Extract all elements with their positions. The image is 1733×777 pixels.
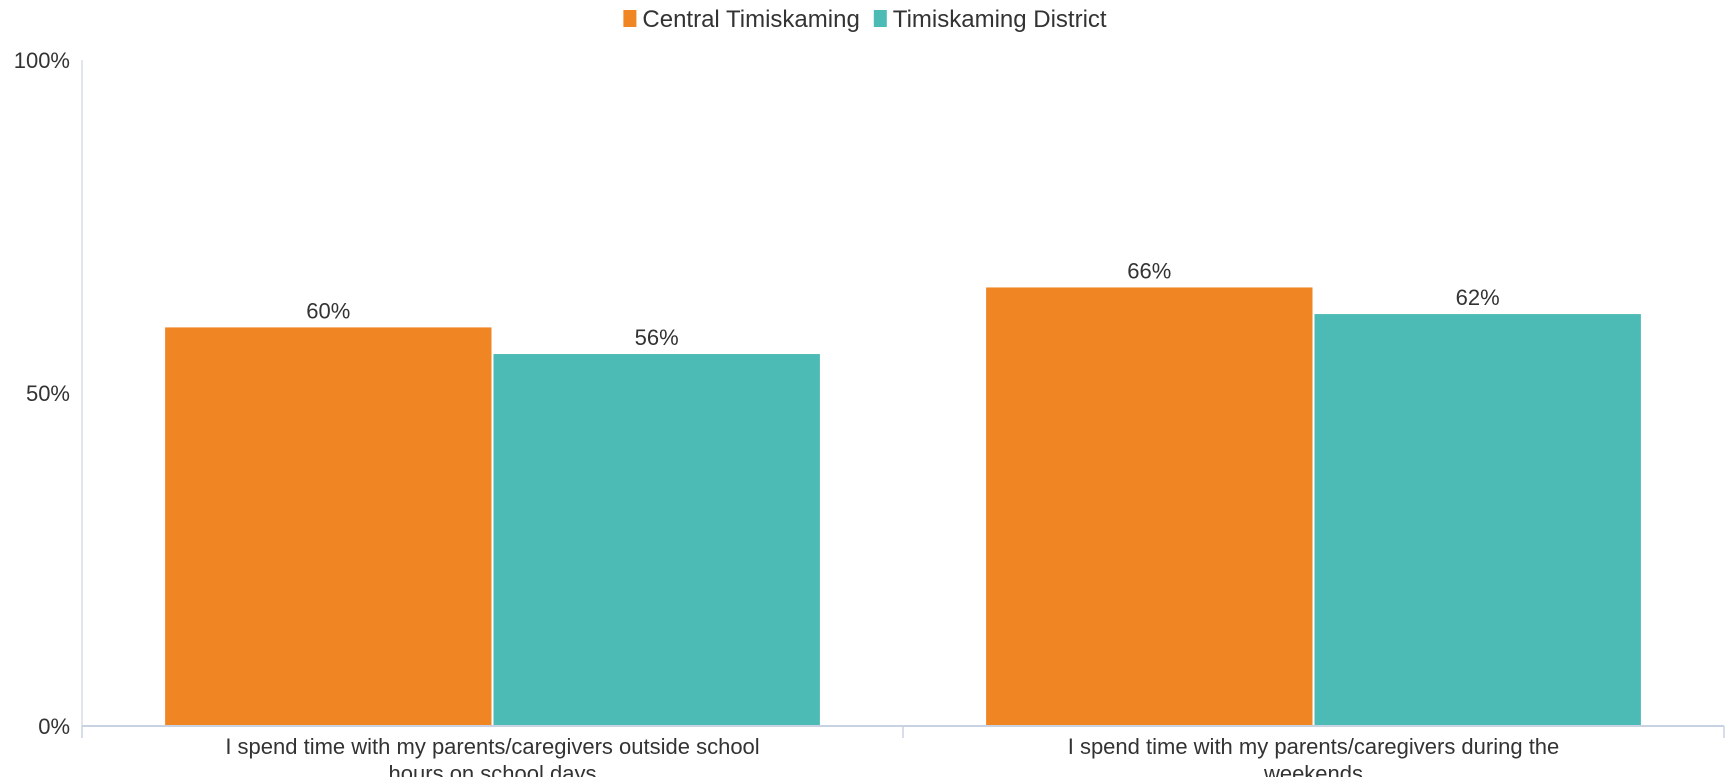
x-category-label: I spend time with my parents/caregivers …	[225, 734, 759, 777]
data-labels: 60% 66% 56% 62%	[306, 258, 1499, 350]
y-tick-label: 100%	[14, 48, 70, 73]
x-category-label: I spend time with my parents/caregivers …	[1068, 734, 1560, 777]
legend-swatch	[623, 10, 637, 27]
bar	[163, 325, 494, 727]
y-axis: 0% 50% 100%	[14, 48, 83, 739]
x-category-label-line: I spend time with my parents/caregivers …	[225, 734, 759, 759]
bar	[984, 285, 1315, 727]
x-category-label-line: weekends	[1263, 761, 1363, 777]
legend-label: Central Timiskaming	[642, 6, 859, 33]
bar-value-label: 60%	[306, 298, 350, 323]
y-tick-label: 0%	[38, 714, 70, 739]
bar-value-label: 62%	[1456, 285, 1500, 310]
x-category-label-line: hours on school days	[389, 761, 597, 777]
legend: Central Timiskaming Timiskaming District	[623, 6, 1107, 33]
y-tick-label: 50%	[26, 381, 70, 406]
bar-value-label: 56%	[635, 325, 679, 350]
bar	[1312, 312, 1643, 727]
x-axis: I spend time with my parents/caregivers …	[81, 725, 1725, 777]
x-category-label-line: I spend time with my parents/caregivers …	[1068, 734, 1560, 759]
bars	[163, 285, 1643, 727]
bar	[491, 352, 822, 727]
legend-swatch	[873, 10, 887, 27]
bar-value-label: 66%	[1127, 258, 1171, 283]
legend-label: Timiskaming District	[893, 6, 1107, 33]
